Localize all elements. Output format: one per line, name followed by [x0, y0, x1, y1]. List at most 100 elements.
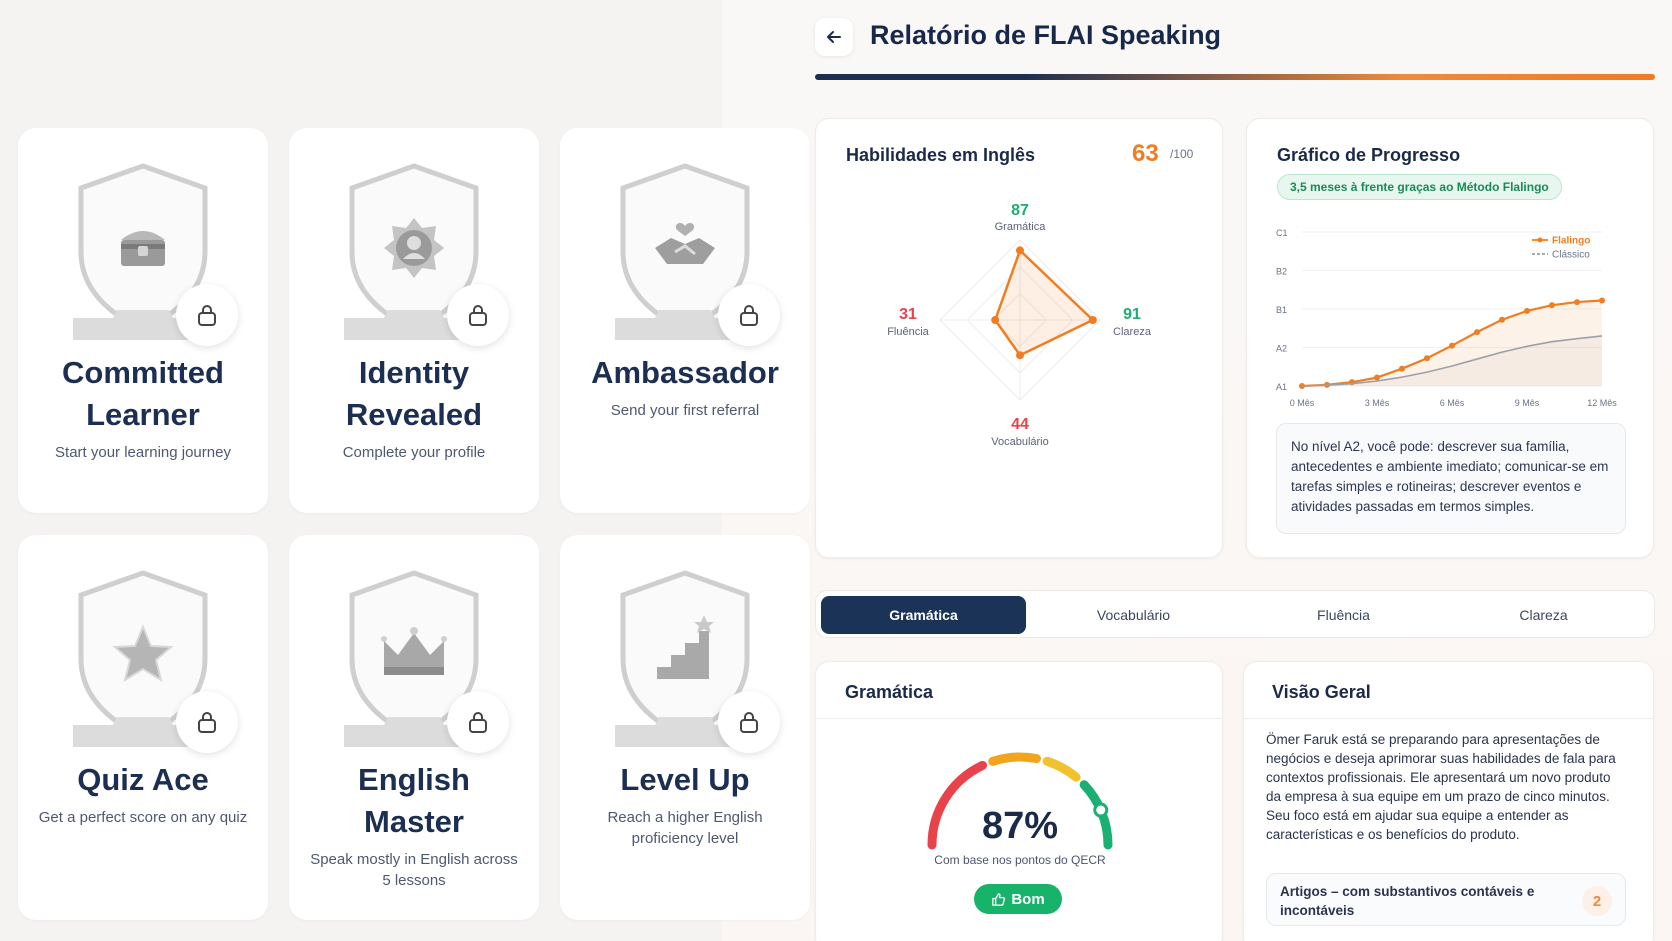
shield-icon: [615, 570, 755, 747]
grammar-title: Gramática: [845, 682, 934, 702]
achievement-card[interactable]: English Master Speak mostly in English ac…: [289, 535, 539, 920]
grammar-subtitle: Com base nos pontos do QECR: [934, 853, 1106, 867]
y-tick-label: A2: [1276, 344, 1287, 354]
tab-clareza[interactable]: Clareza: [1519, 607, 1568, 623]
radar-value-label: 44: [1011, 416, 1029, 433]
achievement-title: Quiz Ace: [61, 759, 225, 801]
achievement-description: Complete your profile: [327, 442, 502, 463]
achievement-title-line: Quiz Ace: [77, 762, 209, 797]
grammar-topic-row[interactable]: Artigos – com substantivos contáveis e i…: [1266, 873, 1626, 926]
locked-badge: [447, 691, 509, 753]
radar-value-label: 91: [1123, 306, 1141, 323]
shield-icon: [344, 163, 484, 340]
back-button[interactable]: [815, 18, 853, 56]
lock-icon: [469, 305, 487, 326]
handshake-icon: [655, 223, 715, 264]
series-point: [1574, 299, 1580, 306]
divider: [816, 718, 1222, 719]
radar-area: [993, 249, 1095, 357]
series-point: [1374, 374, 1380, 381]
lock-icon: [740, 305, 758, 326]
achievement-card[interactable]: Ambassador Send your first referral: [560, 128, 810, 513]
achievement-description-line: Speak mostly in English across: [310, 851, 518, 868]
achievement-description-line: 5 lessons: [382, 872, 446, 889]
radar-point: [1088, 316, 1097, 324]
overview-title: Visão Geral: [1272, 682, 1371, 702]
series-point: [1549, 302, 1555, 309]
achievement-title: Identity Revealed: [330, 352, 498, 436]
skills-score: 63: [1132, 140, 1159, 167]
x-tick-label: 3 Mês: [1365, 398, 1390, 408]
series-point: [1474, 329, 1480, 336]
series-point: [1599, 297, 1605, 304]
shield-icon: [73, 570, 213, 747]
star-icon: [112, 624, 174, 683]
tab-fluencia[interactable]: Fluência: [1317, 607, 1370, 623]
x-tick-label: 9 Mês: [1515, 398, 1540, 408]
lock-icon: [469, 712, 487, 733]
achievement-badge: [329, 160, 509, 346]
achievement-badge: [58, 160, 238, 346]
overview-text: Ömer Faruk está se preparando para apres…: [1266, 732, 1616, 842]
shield-icon: [344, 570, 484, 747]
arrow-left-icon: [827, 31, 841, 43]
gauge-marker: [1093, 802, 1109, 818]
skills-score-max: /100: [1170, 147, 1194, 161]
achievement-description: Start your learning journey: [39, 442, 247, 463]
series-line: [1301, 335, 1603, 387]
skills-title: Habilidades em Inglês: [846, 145, 1036, 165]
legend-label: Flalingo: [1552, 236, 1590, 247]
tab-vocabulario[interactable]: Vocabulário: [1096, 607, 1171, 623]
gauge-segment: [927, 760, 988, 850]
achievement-description: Get a perfect score on any quiz: [23, 807, 263, 828]
progress-ahead-pill: 3,5 meses à frente graças ao Método Flal…: [1277, 174, 1562, 200]
shield-icon: [73, 163, 213, 340]
locked-badge: [176, 691, 238, 753]
achievement-title: Committed Learner: [46, 352, 240, 436]
progress-title: Gráfico de Progresso: [1277, 145, 1461, 165]
shield-icon: [615, 163, 755, 340]
locked-badge: [176, 284, 238, 346]
achievement-description-line: Complete your profile: [342, 444, 486, 461]
progress-line-chart: A1 A2 B1 B2 C1 0 Mês 3 Mês 6 Mês 9 Mês 12 Mês Flal…: [1276, 228, 1617, 408]
x-tick-label: 6 Mês: [1440, 398, 1465, 408]
tab-gramatica[interactable]: Gramática: [821, 596, 1026, 634]
series-point: [1449, 342, 1455, 349]
achievement-title-line: Level Up: [620, 762, 750, 797]
achievement-description-line: proficiency level: [631, 830, 739, 847]
thumbs-up-icon: [992, 892, 1006, 906]
achievement-card[interactable]: Committed Learner Start your learning jour…: [18, 128, 268, 513]
achievement-card[interactable]: Level Up Reach a higher English proficienc…: [560, 535, 810, 920]
level-description-box: No nível A2, você pode: descrever sua fa…: [1276, 423, 1626, 534]
y-tick-label: B2: [1276, 267, 1287, 277]
radar-point: [991, 316, 1000, 324]
radar-axis-label: Fluência: [887, 326, 929, 338]
rating-badge[interactable]: Bom: [974, 884, 1062, 914]
achievement-card[interactable]: Identity Revealed Complete your profile: [289, 128, 539, 513]
y-tick-label: C1: [1276, 228, 1288, 238]
achievement-title-line: English Master: [358, 762, 470, 839]
achievement-description: Reach a higher English proficiency level: [591, 807, 778, 849]
topic-label: Artigos – com substantivos contáveis e i…: [1280, 884, 1535, 918]
profile-medal-icon: [384, 218, 444, 278]
radar-axis-label: Vocabulário: [991, 436, 1049, 448]
y-tick-label: B1: [1276, 305, 1287, 315]
achievement-badge: [58, 567, 238, 753]
radar-value-label: 87: [1011, 202, 1029, 219]
x-tick-label: 12 Mês: [1587, 398, 1617, 408]
series-area: [1302, 335, 1602, 386]
radar-value-label: 31: [899, 306, 917, 323]
page-title: Relatório de FLAI Speaking: [870, 20, 1222, 50]
achievement-description: Send your first referral: [595, 400, 775, 421]
gauge-segment: [1042, 756, 1081, 782]
achievement-title: English Master: [289, 759, 539, 843]
legend-label: Clássico: [1552, 250, 1590, 261]
achievement-card[interactable]: Quiz Ace Get a perfect score on any quiz: [18, 535, 268, 920]
legend-swatch-dot: [1537, 237, 1543, 243]
series-point: [1499, 316, 1505, 323]
crown-icon: [381, 627, 447, 675]
treasure-chest-icon: [121, 231, 165, 266]
achievement-description-line: Start your learning journey: [55, 444, 231, 461]
radar-axis-label: Gramática: [995, 221, 1047, 233]
series-point: [1524, 307, 1530, 314]
